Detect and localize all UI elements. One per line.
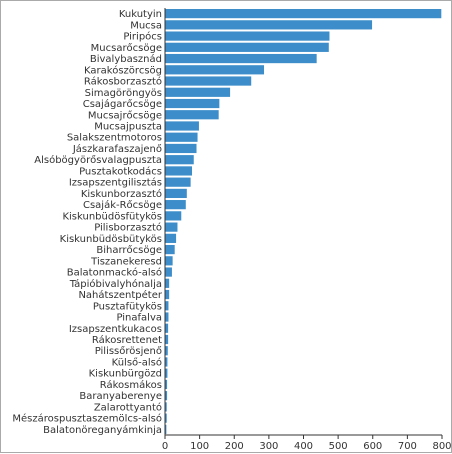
- bar: [165, 323, 169, 333]
- x-tick-label: 0: [162, 441, 168, 452]
- category-label: Tiszanekeresd: [90, 256, 162, 267]
- category-label: Tápióbivalyhónalja: [69, 278, 162, 290]
- category-label: Pilisborzasztó: [94, 222, 162, 234]
- bar: [165, 357, 168, 367]
- category-label: Mészárospusztaszemölcs-alsó: [12, 413, 162, 425]
- x-tick-label: 400: [294, 441, 313, 452]
- bar: [165, 200, 186, 210]
- category-label: Kukutyin: [119, 9, 162, 20]
- category-label: Zalarottyantó: [94, 401, 162, 413]
- bar: [165, 222, 178, 232]
- category-label: Nahátszentpéter: [78, 289, 162, 301]
- bar: [165, 368, 168, 378]
- category-label: Mucsarőcsöge: [91, 42, 162, 54]
- x-tick-label: 100: [190, 441, 209, 452]
- category-label: Izsapszentgilisztás: [69, 177, 162, 189]
- category-label: Rákosrettenet: [92, 334, 162, 346]
- bar: [165, 244, 175, 255]
- x-ticks-group: 0 100 200 300 400 500 600 700 800: [162, 435, 452, 452]
- category-label: Karakószörcsög: [84, 64, 162, 76]
- category-label: Pusztafütykös: [93, 301, 162, 312]
- bar: [165, 166, 193, 176]
- category-label: Mucsa: [130, 20, 162, 31]
- category-label: Kiskunbüdösfütykös: [62, 211, 162, 222]
- bar: [165, 301, 169, 311]
- category-label: Rákosmákos: [100, 379, 162, 391]
- bars-group: [165, 9, 442, 434]
- bar: [165, 132, 198, 142]
- bar: [165, 413, 167, 423]
- category-labels-group: KukutyinMucsaPiripócsMucsarőcsögeBivalyb…: [12, 9, 162, 436]
- bar: [165, 267, 172, 277]
- category-label: Pinafalva: [116, 313, 162, 324]
- category-label: Kiskunbüdösbütykös: [60, 234, 162, 245]
- category-label: Baranyaberenye: [79, 391, 162, 402]
- bar: [165, 155, 194, 165]
- category-label: Mucsajpuszta: [94, 121, 162, 132]
- x-tick-label: 500: [329, 441, 348, 452]
- bar: [165, 31, 330, 41]
- category-label: Balatonöreganyámkinja: [43, 424, 162, 436]
- x-tick-label: 800: [432, 441, 451, 452]
- bar: [165, 9, 442, 19]
- bar: [165, 76, 252, 86]
- category-label: Csajágarőcsöge: [83, 98, 162, 110]
- category-label: Kiskunbürgözd: [89, 369, 162, 380]
- category-label: Salakszentmotoros: [67, 133, 162, 144]
- x-tick-label: 700: [398, 441, 417, 452]
- category-label: Balatonmackó-alsó: [67, 267, 162, 279]
- bar: [165, 211, 182, 221]
- x-tick-label: 600: [363, 441, 382, 452]
- category-label: Piripócs: [123, 31, 162, 43]
- bar: [165, 391, 168, 401]
- category-label: Alsóbögyörősvalagpuszta: [34, 154, 162, 166]
- bar: [165, 121, 199, 131]
- bar: [165, 424, 167, 434]
- category-label: Rákosborzasztó: [84, 76, 162, 88]
- category-label: Mucsajrőcsöge: [88, 109, 162, 121]
- bar: [165, 98, 220, 109]
- category-label: Kiskunborzasztó: [81, 188, 162, 200]
- bar: [165, 402, 167, 412]
- bar: [165, 312, 169, 322]
- x-tick-label: 300: [259, 441, 278, 452]
- bar: [165, 233, 177, 243]
- bar: [165, 53, 317, 64]
- bar: [165, 188, 187, 199]
- bar: [165, 110, 219, 120]
- category-label: Izsapszentkukacos: [69, 324, 162, 335]
- x-tick-label: 200: [225, 441, 244, 452]
- category-label: Pusztakotkodács: [79, 165, 162, 177]
- category-label: Simagöröngyös: [85, 88, 162, 99]
- bar: [165, 256, 173, 266]
- category-label: Csaják-Rőcsöge: [83, 199, 162, 211]
- category-label: Bivalybasznád: [90, 53, 162, 65]
- bar: [165, 177, 191, 187]
- bar: [165, 87, 231, 97]
- bar: [165, 143, 197, 154]
- bar: [165, 42, 329, 52]
- bar: [165, 334, 169, 345]
- bar: [165, 289, 170, 300]
- category-label: Jászkarafaszajenő: [72, 143, 162, 155]
- bar: [165, 278, 170, 288]
- category-label: Biharrőcsöge: [96, 244, 162, 256]
- bar: [165, 346, 168, 356]
- bar: [165, 65, 265, 75]
- category-label: Pilissőrösjenő: [95, 345, 162, 357]
- category-label: Külső-alsó: [112, 356, 162, 368]
- bar: [165, 20, 373, 30]
- bar: [165, 379, 168, 390]
